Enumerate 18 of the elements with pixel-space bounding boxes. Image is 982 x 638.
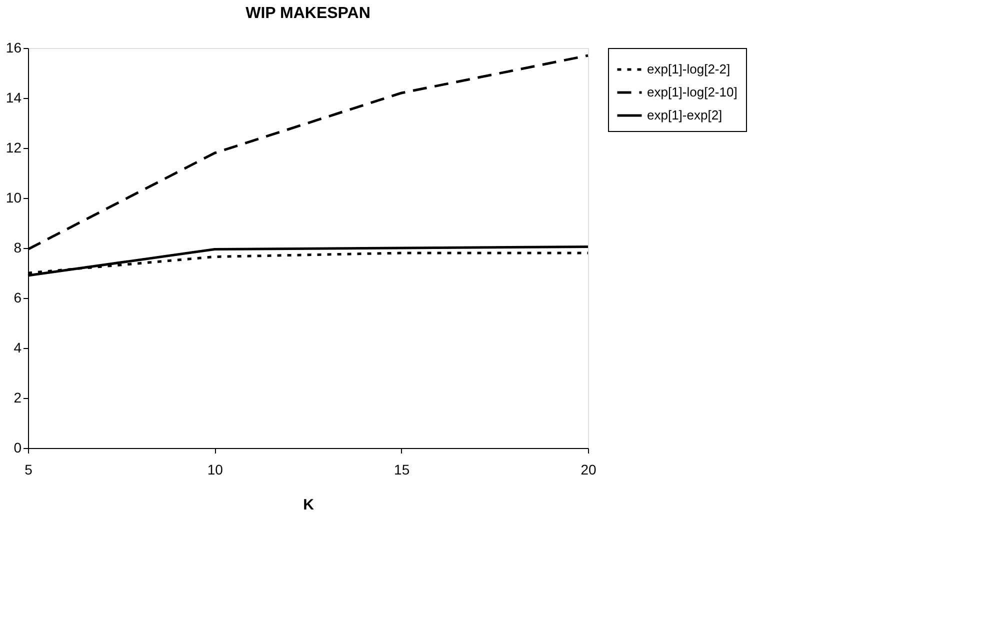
y-tick-label: 10 [6,190,22,206]
y-tick-label: 12 [6,140,22,156]
x-tick-label: 20 [580,462,596,478]
y-tick-label: 6 [14,290,22,306]
y-tick-label: 16 [6,40,22,56]
legend-label: exp[1]-log[2-2] [647,62,730,76]
y-tick-label: 14 [6,90,22,106]
y-tick-label: 2 [14,390,22,406]
legend-label: exp[1]-exp[2] [647,108,722,122]
y-tick-label: 4 [14,340,22,356]
x-tick-label: 5 [24,462,33,478]
x-axis-title: K [303,496,314,514]
x-tick-label: 15 [394,462,410,478]
chart-title: WIP MAKESPAN [246,5,370,22]
y-tick-label: 0 [14,440,22,456]
y-tick-label: 8 [14,240,22,256]
x-tick-label: 10 [207,462,224,478]
legend-label: exp[1]-log[2-10] [647,84,738,100]
